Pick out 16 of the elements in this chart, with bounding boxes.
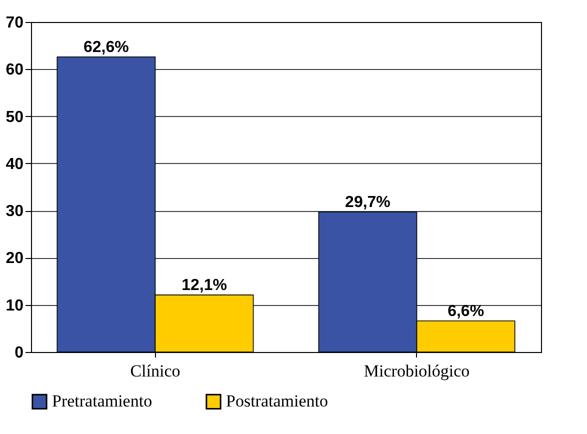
y-tick-label: 30: [6, 203, 24, 220]
data-label: 12,1%: [182, 276, 227, 294]
y-tick-label: 10: [6, 297, 24, 314]
y-tick-label: 60: [6, 62, 24, 79]
y-tick-label: 0: [14, 344, 24, 362]
legend-label: Postratamiento: [226, 392, 328, 411]
data-label: 29,7%: [345, 194, 390, 211]
y-tick-label: 70: [6, 14, 24, 32]
data-label: 6,6%: [448, 302, 484, 320]
y-tick-label: 20: [6, 250, 24, 268]
y-tick-label: 50: [6, 108, 24, 126]
x-tick-label: Clínico: [130, 362, 180, 380]
legend-label: Pretratamiento: [52, 392, 152, 411]
data-label: 62,6%: [84, 38, 129, 56]
y-tick-label: 40: [6, 156, 24, 173]
x-tick-label: Microbiológico: [364, 362, 470, 380]
